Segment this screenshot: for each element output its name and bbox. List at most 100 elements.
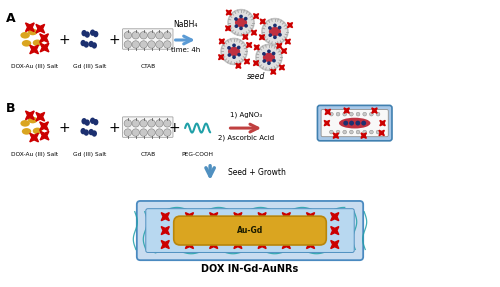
Ellipse shape — [84, 119, 90, 126]
Text: Gd (III) Salt: Gd (III) Salt — [73, 64, 106, 69]
Text: Gd (III) Salt: Gd (III) Salt — [73, 152, 106, 157]
Circle shape — [262, 59, 266, 63]
Ellipse shape — [90, 118, 96, 124]
Circle shape — [267, 49, 271, 53]
FancyBboxPatch shape — [122, 29, 173, 49]
Polygon shape — [40, 122, 48, 131]
Circle shape — [273, 24, 277, 27]
Circle shape — [336, 130, 340, 134]
Polygon shape — [254, 13, 258, 19]
Polygon shape — [234, 226, 242, 235]
Circle shape — [363, 130, 366, 134]
Circle shape — [234, 24, 238, 28]
Circle shape — [140, 129, 147, 136]
Circle shape — [350, 130, 354, 134]
Polygon shape — [30, 45, 38, 54]
Ellipse shape — [263, 53, 275, 62]
Polygon shape — [372, 108, 377, 113]
Polygon shape — [210, 241, 218, 249]
Circle shape — [244, 24, 248, 28]
Text: time: 4h: time: 4h — [170, 47, 200, 53]
Polygon shape — [330, 241, 339, 249]
Polygon shape — [210, 226, 218, 235]
Circle shape — [356, 112, 360, 116]
Ellipse shape — [84, 129, 89, 136]
Text: +: + — [168, 121, 180, 135]
Polygon shape — [282, 226, 290, 235]
Ellipse shape — [84, 31, 90, 38]
Circle shape — [267, 61, 271, 65]
Polygon shape — [161, 213, 170, 221]
Circle shape — [239, 26, 243, 30]
Ellipse shape — [82, 30, 87, 36]
Ellipse shape — [269, 27, 281, 36]
Polygon shape — [270, 69, 276, 74]
Ellipse shape — [20, 120, 30, 127]
Circle shape — [124, 129, 132, 136]
Ellipse shape — [28, 29, 38, 35]
Ellipse shape — [84, 41, 89, 48]
Polygon shape — [161, 226, 170, 235]
Ellipse shape — [228, 47, 240, 56]
Ellipse shape — [80, 40, 86, 46]
Circle shape — [363, 112, 366, 116]
Circle shape — [124, 41, 132, 48]
Circle shape — [164, 41, 171, 48]
Ellipse shape — [93, 119, 98, 125]
Circle shape — [349, 121, 354, 125]
Polygon shape — [306, 241, 314, 249]
Circle shape — [234, 17, 238, 21]
Circle shape — [262, 52, 266, 56]
Text: DOX IN-Gd-AuNRs: DOX IN-Gd-AuNRs — [202, 264, 298, 274]
Polygon shape — [186, 213, 194, 221]
Circle shape — [370, 130, 374, 134]
Circle shape — [361, 121, 366, 125]
Ellipse shape — [28, 117, 38, 123]
Polygon shape — [306, 226, 314, 235]
Polygon shape — [361, 133, 366, 138]
Polygon shape — [344, 108, 350, 113]
Polygon shape — [282, 49, 286, 53]
Circle shape — [343, 112, 346, 116]
Polygon shape — [260, 19, 266, 24]
Circle shape — [140, 120, 147, 127]
Circle shape — [356, 130, 360, 134]
Ellipse shape — [20, 32, 30, 38]
Circle shape — [356, 121, 360, 125]
Polygon shape — [258, 226, 266, 235]
Text: A: A — [6, 12, 16, 25]
Circle shape — [148, 41, 155, 48]
Text: Seed + Growth: Seed + Growth — [228, 168, 286, 177]
FancyBboxPatch shape — [318, 105, 392, 141]
Circle shape — [272, 52, 276, 55]
Polygon shape — [258, 213, 266, 221]
Circle shape — [132, 32, 140, 39]
Text: PEG-COOH: PEG-COOH — [182, 152, 214, 157]
FancyBboxPatch shape — [174, 216, 326, 245]
Circle shape — [156, 120, 163, 127]
Circle shape — [370, 112, 374, 116]
Polygon shape — [330, 226, 339, 235]
Text: DOX-Au (III) Salt: DOX-Au (III) Salt — [11, 152, 58, 157]
Ellipse shape — [92, 130, 97, 137]
Ellipse shape — [32, 40, 42, 46]
Circle shape — [156, 129, 163, 136]
Polygon shape — [210, 213, 218, 221]
Circle shape — [239, 15, 243, 18]
Polygon shape — [254, 61, 258, 66]
Circle shape — [232, 55, 236, 59]
Polygon shape — [252, 30, 256, 35]
Circle shape — [278, 26, 281, 30]
Polygon shape — [236, 63, 241, 68]
Circle shape — [132, 120, 140, 127]
Circle shape — [156, 32, 163, 39]
Circle shape — [268, 33, 272, 37]
Circle shape — [278, 33, 282, 37]
Circle shape — [268, 26, 272, 30]
Polygon shape — [244, 59, 250, 64]
Circle shape — [148, 32, 155, 39]
Ellipse shape — [88, 41, 94, 47]
Polygon shape — [280, 65, 284, 70]
Circle shape — [344, 121, 348, 125]
Ellipse shape — [90, 30, 96, 36]
